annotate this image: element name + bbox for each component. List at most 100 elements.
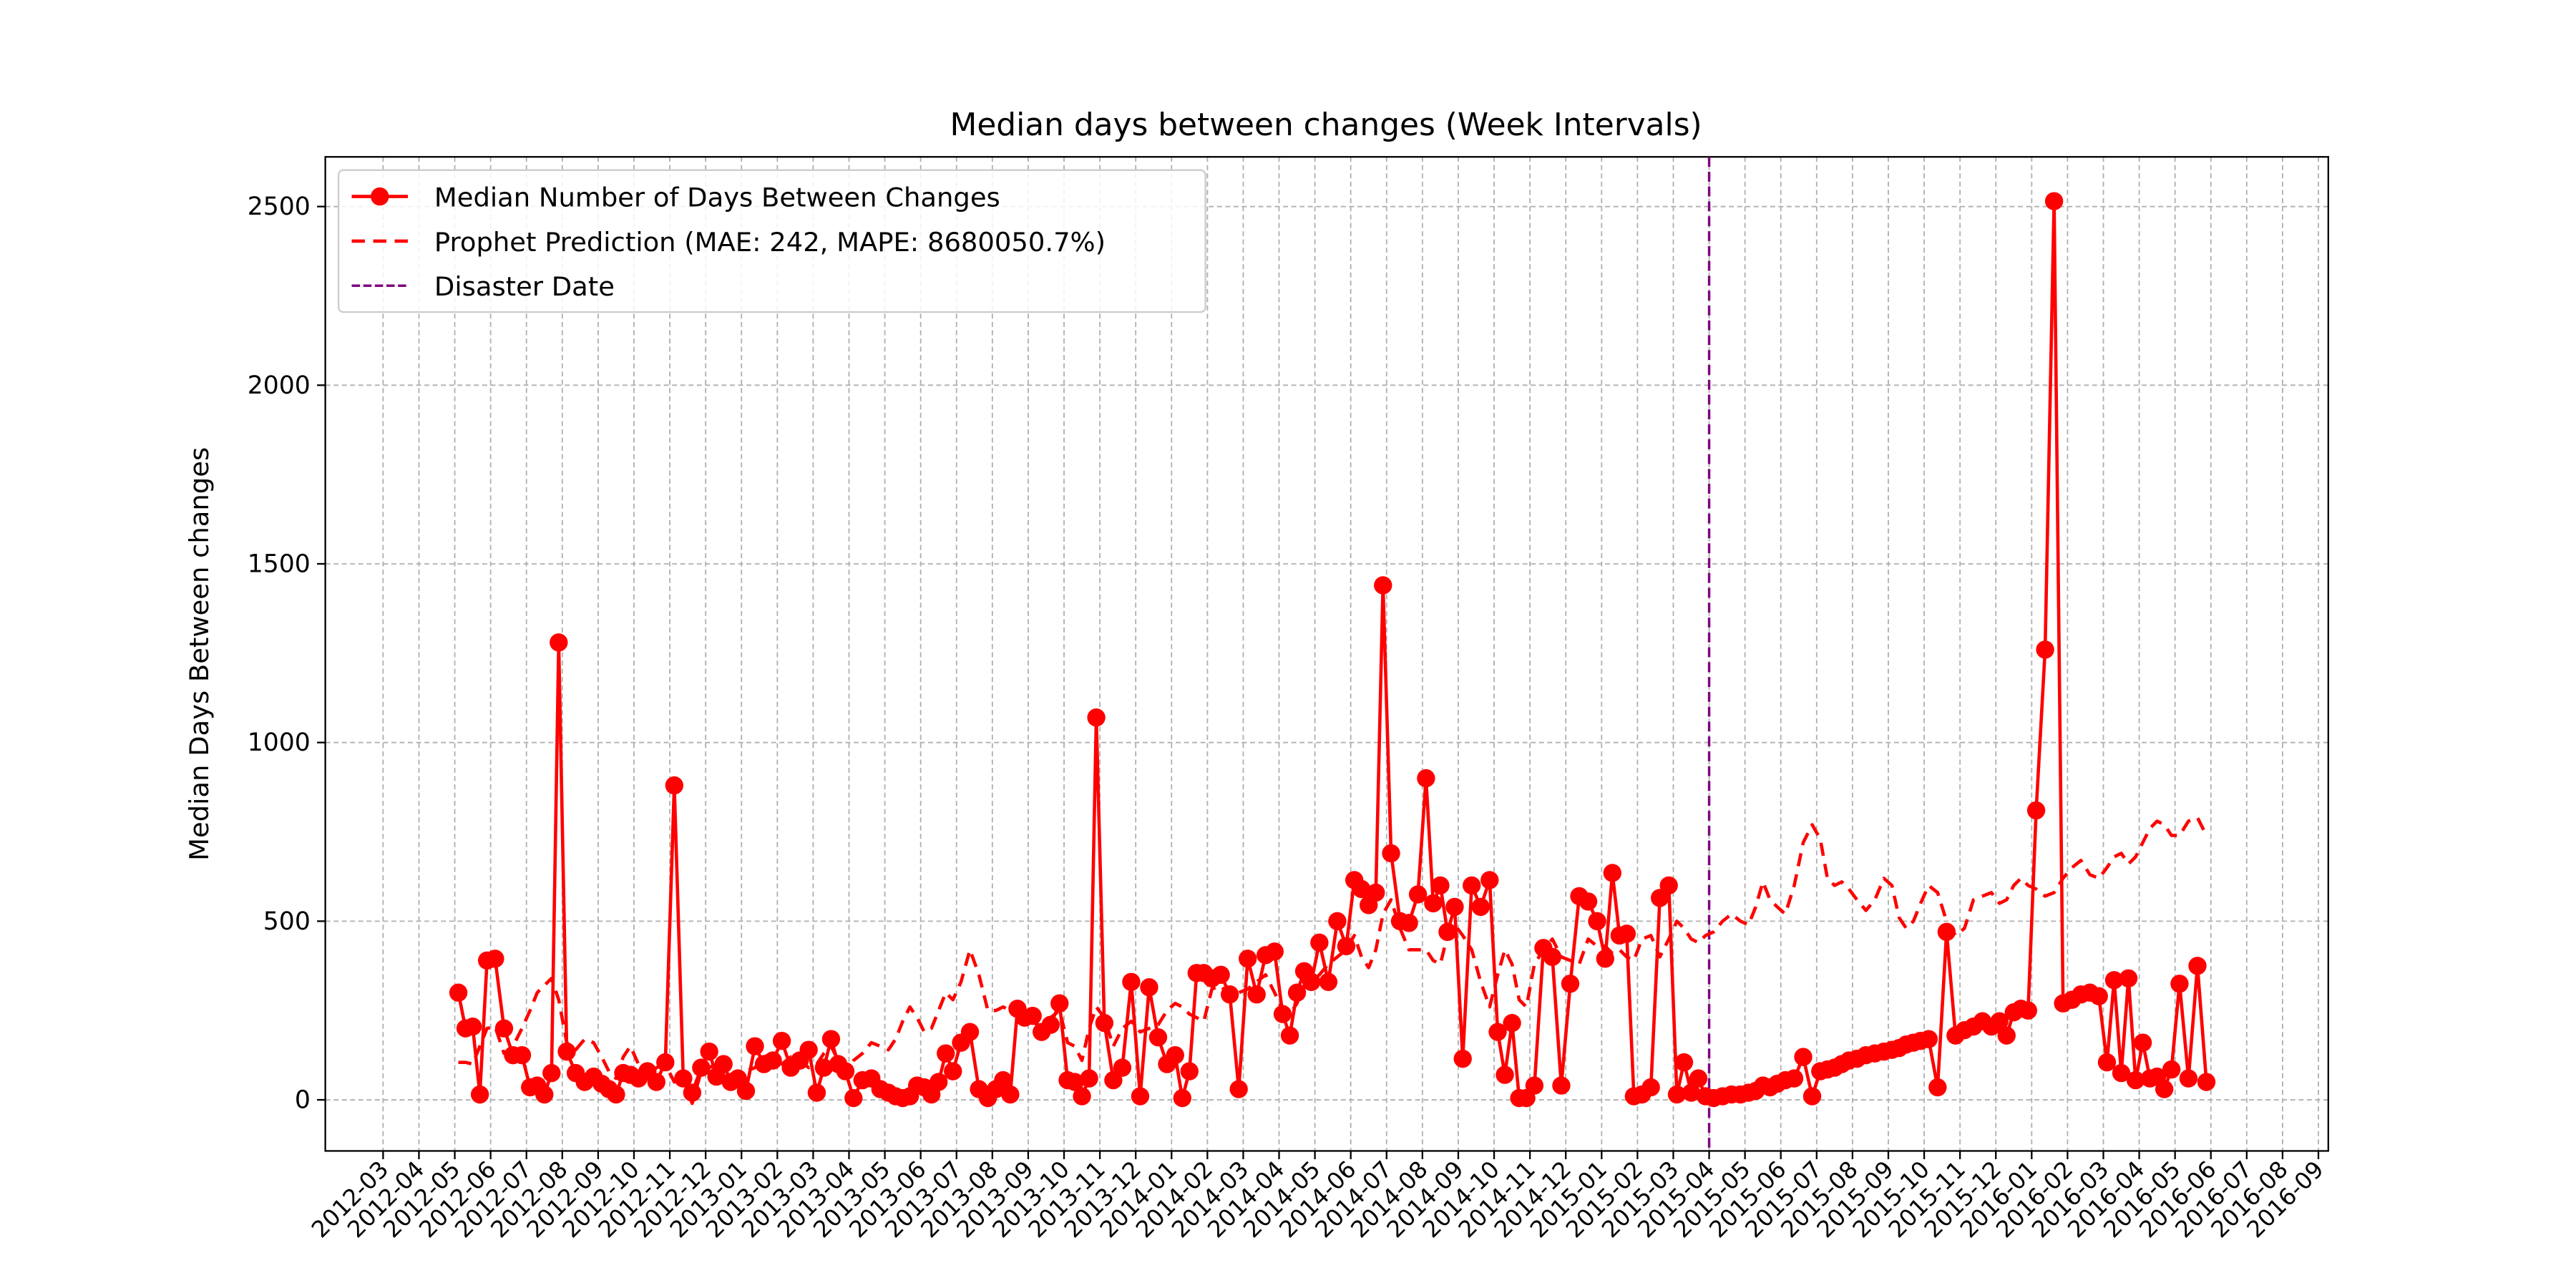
plot-frame	[324, 156, 2329, 1152]
data-point	[930, 1073, 948, 1091]
data-point	[2119, 969, 2138, 987]
data-point	[1352, 879, 1371, 899]
data-point	[1148, 1028, 1168, 1047]
data-point	[1131, 1087, 1150, 1106]
data-point	[2170, 975, 2189, 993]
data-point	[2112, 1063, 2131, 1083]
data-point	[1180, 1062, 1199, 1080]
data-point	[2126, 1070, 2145, 1090]
data-point	[1065, 1073, 1084, 1091]
data-point	[1650, 889, 1669, 907]
data-point	[1488, 1023, 1507, 1041]
data-point	[1400, 914, 1418, 932]
data-point	[674, 1069, 693, 1088]
data-point	[535, 1085, 554, 1104]
data-point	[1382, 844, 1400, 863]
data-point	[607, 1085, 625, 1104]
data-point	[1674, 1053, 1694, 1072]
data-point	[1659, 876, 1678, 895]
data-point	[1310, 933, 1329, 952]
data-point	[1211, 965, 1230, 984]
data-point	[1667, 1085, 1687, 1104]
data-point	[2155, 1080, 2174, 1098]
data-point	[1280, 1026, 1299, 1045]
data-point	[1265, 942, 1284, 961]
data-point	[1543, 947, 1562, 966]
data-point	[2036, 640, 2054, 659]
data-point	[1041, 1015, 1060, 1034]
data-point	[656, 1053, 675, 1072]
data-point	[1503, 1013, 1521, 1033]
data-point	[2019, 1001, 2037, 1020]
data-point	[1794, 1048, 1813, 1066]
data-point	[486, 950, 504, 968]
data-point	[470, 1085, 489, 1104]
data-point	[1424, 894, 1443, 913]
data-point	[1682, 1083, 1701, 1102]
data-point	[1689, 1069, 1708, 1088]
data-point	[844, 1088, 863, 1108]
series-line	[458, 816, 2208, 1106]
data-point	[1463, 876, 1481, 895]
data-point	[1023, 1007, 1042, 1025]
data-point	[1247, 985, 1266, 1004]
y-tick-label: 1000	[248, 728, 311, 757]
data-point	[1229, 1080, 1248, 1098]
data-point	[700, 1042, 718, 1061]
data-point	[1408, 885, 1428, 904]
data-point	[1596, 950, 1614, 968]
data-point	[1579, 892, 1598, 911]
data-point	[2162, 1060, 2181, 1079]
data-point	[1319, 972, 1338, 991]
data-point	[1328, 912, 1347, 931]
data-point	[1802, 1087, 1822, 1106]
data-point	[449, 983, 468, 1002]
y-tick-label: 0	[295, 1086, 311, 1115]
data-point	[1561, 975, 1580, 993]
data-point	[746, 1037, 764, 1055]
data-point	[1122, 972, 1141, 991]
data-point	[2089, 987, 2108, 1005]
legend: Median Number of Days Between Changes Pro…	[337, 169, 1206, 313]
data-point	[494, 1019, 514, 1038]
data-point	[1239, 950, 1257, 968]
data-point	[960, 1023, 980, 1041]
data-point	[1140, 978, 1158, 997]
data-point	[1480, 871, 1499, 889]
data-point	[1603, 864, 1622, 882]
data-point	[2044, 192, 2064, 210]
data-point	[2188, 957, 2207, 975]
data-point	[665, 776, 684, 795]
data-point	[557, 1042, 576, 1061]
data-point	[1471, 897, 1490, 917]
legend-label: Median Number of Days Between Changes	[434, 182, 1000, 213]
data-point	[512, 1045, 532, 1065]
data-point	[1552, 1076, 1571, 1095]
data-point	[1617, 924, 1636, 943]
data-point	[944, 1062, 962, 1080]
chart-title: Median days between changes (Week Interv…	[950, 107, 1702, 143]
data-point	[807, 1083, 826, 1102]
legend-box	[337, 169, 1206, 313]
y-tick-label: 2000	[248, 371, 311, 400]
data-point	[2133, 1033, 2152, 1052]
data-point	[692, 1058, 711, 1077]
data-point	[2104, 971, 2124, 990]
data-point	[1431, 876, 1450, 895]
data-point	[1990, 1012, 2009, 1030]
data-point	[1273, 1005, 1292, 1023]
data-point	[647, 1073, 665, 1091]
data-point	[1113, 1058, 1132, 1077]
data-point	[1417, 769, 1435, 788]
data-point	[1050, 994, 1069, 1013]
data-point	[736, 1081, 756, 1101]
data-point	[463, 1017, 482, 1036]
data-point	[1438, 922, 1457, 942]
y-axis-label: Median Days Between changes	[184, 447, 215, 861]
data-point	[550, 633, 568, 652]
y-tick-label: 500	[263, 907, 311, 936]
data-point	[1525, 1076, 1544, 1095]
data-point	[1588, 912, 1606, 931]
data-point	[799, 1040, 818, 1059]
